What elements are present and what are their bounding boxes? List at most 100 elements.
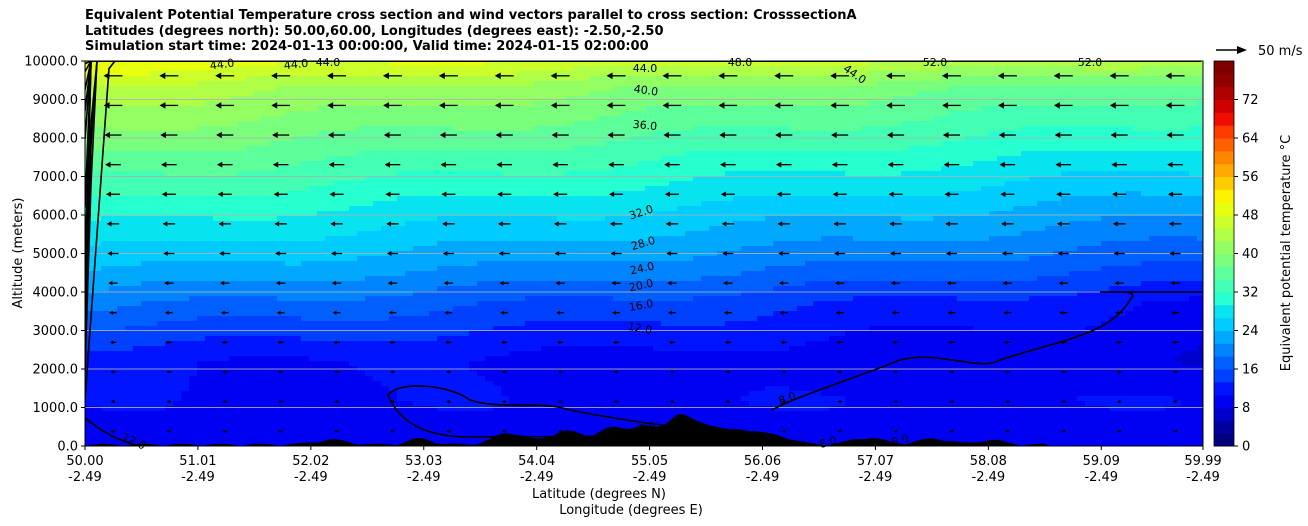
fill-cell <box>429 226 438 232</box>
fill-cell <box>765 146 774 152</box>
fill-cell <box>805 191 814 197</box>
fill-cell <box>661 116 670 122</box>
fill-cell <box>613 116 622 122</box>
fill-cell <box>629 236 638 242</box>
fill-cell <box>565 106 574 112</box>
fill-cell <box>965 186 974 192</box>
fill-cell <box>517 156 526 162</box>
fill-cell <box>437 146 446 152</box>
fill-cell <box>589 111 598 117</box>
fill-cell <box>341 206 350 212</box>
fill-cell <box>629 101 638 107</box>
fill-cell <box>733 206 742 212</box>
fill-cell <box>781 206 790 212</box>
fill-cell <box>1053 176 1062 182</box>
fill-cell <box>1013 71 1022 77</box>
fill-cell <box>413 136 422 142</box>
fill-cell <box>197 126 206 132</box>
fill-cell <box>813 86 822 92</box>
fill-cell <box>645 206 654 212</box>
fill-cell <box>885 141 894 147</box>
fill-cell <box>965 101 974 107</box>
fill-cell <box>277 106 286 112</box>
fill-cell <box>469 71 478 77</box>
fill-cell <box>285 96 294 102</box>
fill-cell <box>421 206 430 212</box>
fill-cell <box>509 106 518 112</box>
fill-cell <box>813 181 822 187</box>
fill-cell <box>685 106 694 112</box>
fill-cell <box>973 206 982 212</box>
fill-cell <box>133 86 142 92</box>
fill-cell <box>789 201 798 207</box>
fill-cell <box>1109 141 1118 147</box>
fill-cell <box>229 196 238 202</box>
fill-cell <box>973 201 982 207</box>
fill-cell <box>757 131 766 137</box>
fill-cell <box>261 196 270 202</box>
fill-cell <box>885 226 894 232</box>
fill-cell <box>965 211 974 217</box>
fill-cell <box>157 176 166 182</box>
fill-cell <box>1197 206 1203 212</box>
fill-cell <box>1149 81 1158 87</box>
fill-cell <box>141 231 150 237</box>
fill-cell <box>157 231 166 237</box>
fill-cell <box>1029 226 1038 232</box>
fill-cell <box>661 151 670 157</box>
fill-cell <box>109 101 118 107</box>
fill-cell <box>301 71 310 77</box>
fill-cell <box>669 206 678 212</box>
fill-cell <box>1037 106 1046 112</box>
fill-cell <box>317 196 326 202</box>
fill-cell <box>677 86 686 92</box>
fill-cell <box>757 156 766 162</box>
fill-cell <box>501 91 510 97</box>
fill-cell <box>213 201 222 207</box>
fill-cell <box>1077 96 1086 102</box>
fill-cell <box>973 181 982 187</box>
fill-cell <box>461 61 470 67</box>
fill-cell <box>325 166 334 172</box>
fill-cell <box>269 151 278 157</box>
fill-cell <box>629 146 638 152</box>
fill-cell <box>485 91 494 97</box>
fill-cell <box>1021 166 1030 172</box>
fill-cell <box>405 176 414 182</box>
fill-cell <box>453 161 462 167</box>
fill-cell <box>1181 96 1190 102</box>
fill-cell <box>917 131 926 137</box>
fill-cell <box>957 61 966 67</box>
fill-cell <box>325 161 334 167</box>
fill-cell <box>709 96 718 102</box>
fill-cell <box>1181 196 1190 202</box>
fill-cell <box>477 171 486 177</box>
fill-cell <box>229 81 238 87</box>
fill-cell <box>261 91 270 97</box>
fill-cell <box>245 176 254 182</box>
fill-cell <box>717 101 726 107</box>
fill-cell <box>125 61 134 67</box>
fill-cell <box>93 71 102 77</box>
fill-cell <box>669 121 678 127</box>
fill-cell <box>469 226 478 232</box>
fill-cell <box>117 166 126 172</box>
fill-cell <box>149 131 158 137</box>
fill-cell <box>117 181 126 187</box>
fill-cell <box>293 116 302 122</box>
fill-cell <box>653 66 662 72</box>
fill-cell <box>493 191 502 197</box>
fill-cell <box>453 181 462 187</box>
fill-cell <box>677 111 686 117</box>
fill-cell <box>781 166 790 172</box>
fill-cell <box>141 146 150 152</box>
fill-cell <box>165 151 174 157</box>
fill-cell <box>373 141 382 147</box>
fill-cell <box>141 191 150 197</box>
fill-cell <box>1045 101 1054 107</box>
fill-cell <box>453 146 462 152</box>
fill-cell <box>349 86 358 92</box>
fill-cell <box>733 161 742 167</box>
fill-cell <box>469 76 478 82</box>
fill-cell <box>93 206 102 212</box>
